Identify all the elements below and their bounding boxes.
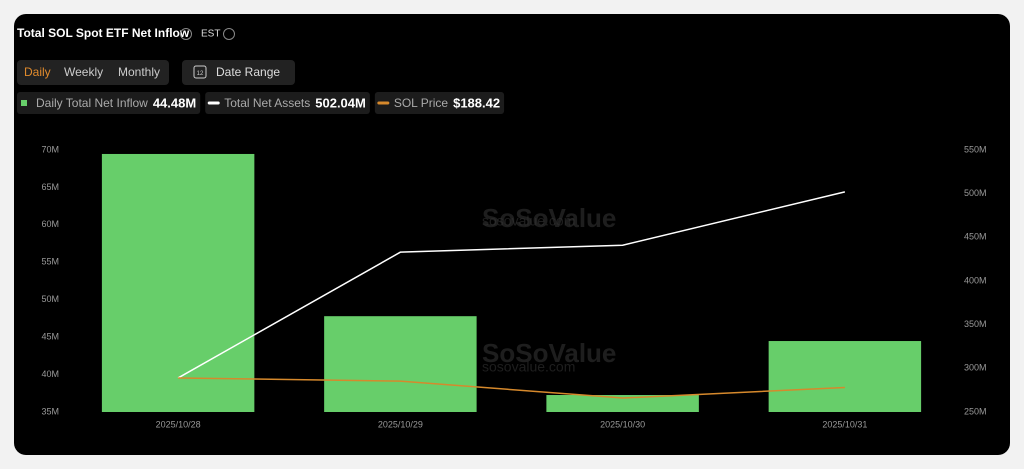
legend-name: Total Net Assets — [224, 96, 310, 110]
y-tick-label: 35M — [41, 406, 59, 416]
legend-bg — [205, 92, 370, 114]
legend-value: 502.04M — [315, 95, 366, 110]
y-tick-label: 70M — [41, 144, 59, 154]
x-tick-label: 2025/10/28 — [156, 419, 201, 429]
calendar-day: 12 — [197, 71, 204, 77]
y-tick-label: 55M — [41, 257, 59, 267]
y2-tick-label: 500M — [964, 188, 987, 198]
y-tick-label: 50M — [41, 294, 59, 304]
legend-value: 44.48M — [153, 95, 196, 110]
date-range-button[interactable] — [182, 60, 295, 85]
legend-bg — [17, 92, 201, 114]
watermark: sosovalue.com — [482, 213, 575, 229]
bar — [324, 316, 477, 412]
timezone[interactable]: EST — [201, 29, 220, 40]
y2-tick-label: 300M — [964, 363, 987, 373]
chart: Total SOL Spot ETF Net Inflow EST Daily … — [17, 26, 987, 429]
bar — [768, 341, 922, 412]
y-tick-label: 65M — [41, 182, 59, 192]
y2-tick-label: 250M — [964, 406, 987, 416]
tab[interactable]: Monthly — [118, 65, 160, 79]
x-tick-label: 2025/10/31 — [822, 419, 867, 429]
y2-tick-label: 350M — [964, 319, 987, 329]
watermark: sosovalue.com — [482, 359, 575, 375]
x-tick-label: 2025/10/30 — [600, 419, 645, 429]
y-tick-label: 60M — [41, 219, 59, 229]
y2-tick-label: 450M — [964, 232, 987, 242]
watermark: SoSoValue — [482, 338, 616, 368]
y2-tick-label: 400M — [964, 275, 987, 285]
legend-item[interactable]: SOL Price $188.42 — [374, 92, 505, 114]
title: Total SOL Spot ETF Net Inflow — [17, 26, 190, 40]
y-tick-label: 40M — [41, 369, 59, 379]
line — [178, 377, 845, 399]
watermark: SoSoValue — [482, 203, 616, 233]
info-icon[interactable] — [180, 28, 192, 40]
bar — [546, 395, 699, 412]
tab[interactable]: Weekly — [64, 65, 103, 79]
bar — [101, 153, 255, 413]
card: Total SOL Spot ETF Net Inflow EST Daily … — [14, 14, 1010, 455]
calendar-icon — [193, 65, 207, 79]
legend-swatch — [21, 100, 27, 106]
y2-tick-label: 550M — [964, 144, 987, 154]
legend-name: Daily Total Net Inflow — [36, 96, 148, 110]
tab-group — [17, 60, 169, 85]
y-tick-label: 45M — [41, 332, 59, 342]
legend-item[interactable]: Total Net Assets 502.04M — [205, 92, 370, 114]
legend-item[interactable]: Daily Total Net Inflow 44.48M — [17, 92, 201, 114]
tab[interactable]: Daily — [24, 65, 51, 79]
legend-name: SOL Price — [394, 96, 449, 110]
line — [177, 191, 846, 379]
info-icon[interactable] — [223, 28, 235, 40]
x-tick-label: 2025/10/29 — [378, 419, 423, 429]
legend-value: $188.42 — [453, 95, 500, 110]
legend-bg — [374, 92, 505, 114]
date-range-label[interactable]: Date Range — [216, 65, 280, 79]
